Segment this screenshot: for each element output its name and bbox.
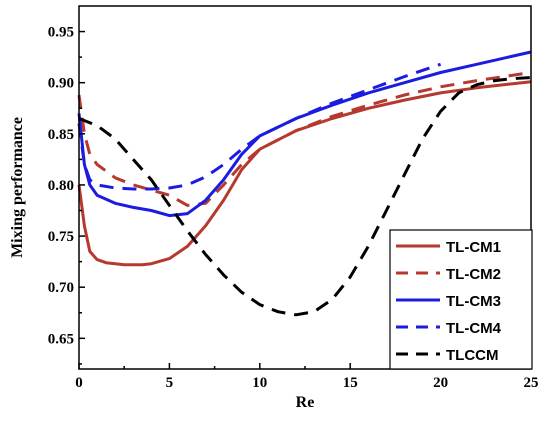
y-axis-title: Mixing performance <box>9 117 26 258</box>
series-layer <box>77 50 532 317</box>
series-line-tl-cm4 <box>77 62 442 191</box>
y-tick-label: 0.95 <box>48 25 74 41</box>
x-axis: 0 5 10 15 20 25 <box>75 363 539 391</box>
y-tick-label: 0.65 <box>48 331 74 347</box>
series-line-tl-cm2 <box>77 71 532 207</box>
legend-label: TL-CM2 <box>446 266 501 283</box>
legend: TL-CM1 TL-CM2 TL-CM3 TL-CM4 TLCCM <box>389 229 533 370</box>
x-tick-label: 5 <box>166 375 174 391</box>
series-line-tlccm <box>78 76 532 317</box>
legend-label: TL-CM1 <box>446 239 501 256</box>
x-tick-label: 10 <box>252 375 267 391</box>
legend-label: TL-CM4 <box>446 320 502 337</box>
series-line-tl-cm3 <box>77 50 532 218</box>
legend-label: TL-CM3 <box>446 293 501 310</box>
x-axis-title: Re <box>296 394 315 411</box>
x-tick-label: 25 <box>524 375 539 391</box>
legend-label: TLCCM <box>446 347 499 364</box>
series-line-tl-cm1 <box>77 80 532 267</box>
y-tick-label: 0.70 <box>48 280 74 296</box>
y-tick-label: 0.80 <box>48 178 74 194</box>
x-tick-label: 0 <box>75 375 83 391</box>
y-tick-label: 0.90 <box>48 76 74 92</box>
y-tick-label: 0.85 <box>48 127 74 143</box>
y-tick-label: 0.75 <box>48 229 74 245</box>
x-tick-label: 15 <box>343 375 358 391</box>
y-axis: 0.65 0.70 0.75 0.80 0.85 0.90 0.95 <box>48 25 85 365</box>
x-tick-label: 20 <box>433 375 448 391</box>
